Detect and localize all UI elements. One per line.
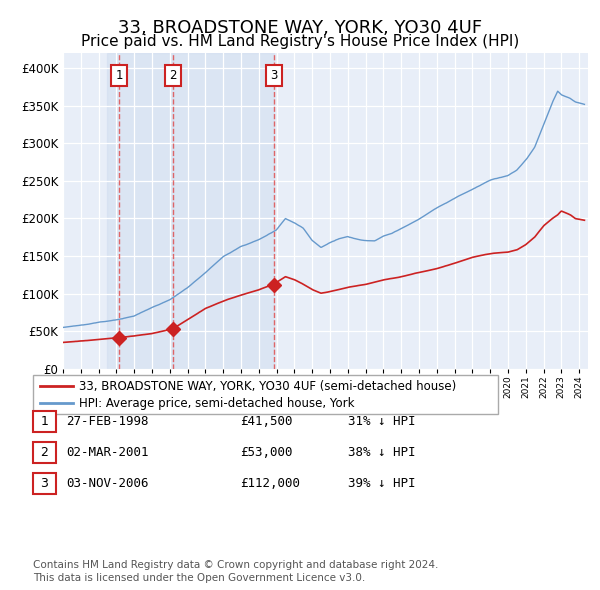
Text: 31% ↓ HPI: 31% ↓ HPI <box>348 415 415 428</box>
Text: 1: 1 <box>115 68 123 81</box>
Text: HPI: Average price, semi-detached house, York: HPI: Average price, semi-detached house,… <box>79 397 355 410</box>
Text: 03-NOV-2006: 03-NOV-2006 <box>67 477 149 490</box>
Text: 2: 2 <box>169 68 176 81</box>
Text: 2: 2 <box>40 446 49 459</box>
Text: 1: 1 <box>40 415 49 428</box>
Text: 02-MAR-2001: 02-MAR-2001 <box>67 446 149 459</box>
Text: £41,500: £41,500 <box>240 415 293 428</box>
Bar <box>107 53 173 369</box>
Text: This data is licensed under the Open Government Licence v3.0.: This data is licensed under the Open Gov… <box>33 573 365 583</box>
Text: Contains HM Land Registry data © Crown copyright and database right 2024.: Contains HM Land Registry data © Crown c… <box>33 560 439 570</box>
Text: 39% ↓ HPI: 39% ↓ HPI <box>348 477 415 490</box>
Text: 33, BROADSTONE WAY, YORK, YO30 4UF (semi-detached house): 33, BROADSTONE WAY, YORK, YO30 4UF (semi… <box>79 379 457 392</box>
Bar <box>173 53 274 369</box>
Text: Price paid vs. HM Land Registry's House Price Index (HPI): Price paid vs. HM Land Registry's House … <box>81 34 519 49</box>
Text: 3: 3 <box>270 68 277 81</box>
Text: £112,000: £112,000 <box>240 477 300 490</box>
Text: 33, BROADSTONE WAY, YORK, YO30 4UF: 33, BROADSTONE WAY, YORK, YO30 4UF <box>118 19 482 38</box>
Text: £53,000: £53,000 <box>240 446 293 459</box>
Text: 3: 3 <box>40 477 49 490</box>
Text: 27-FEB-1998: 27-FEB-1998 <box>67 415 149 428</box>
Text: 38% ↓ HPI: 38% ↓ HPI <box>348 446 415 459</box>
